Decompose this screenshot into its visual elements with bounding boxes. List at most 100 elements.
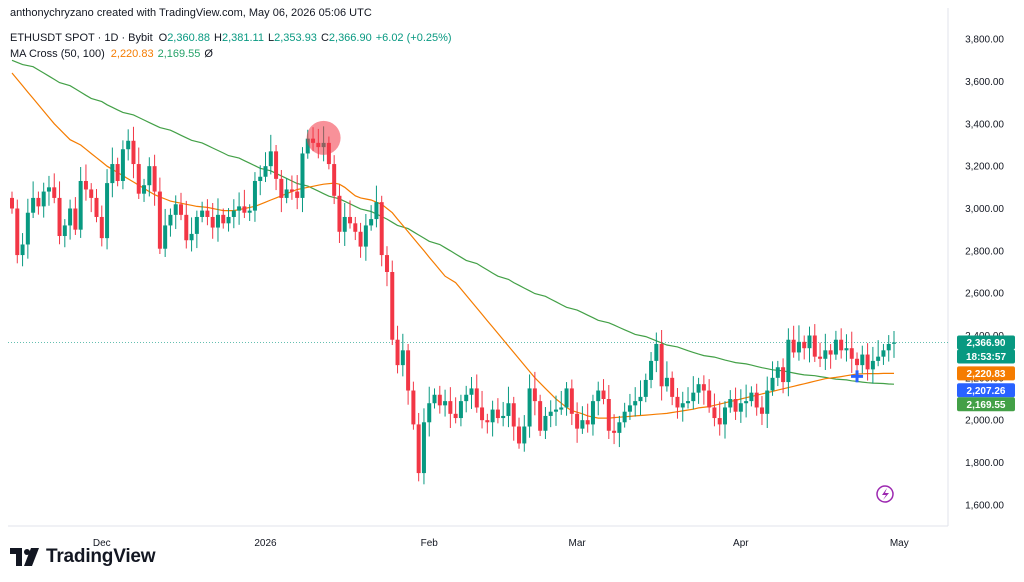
candle: [633, 387, 638, 417]
candle-body: [443, 401, 448, 406]
brand[interactable]: TradingView: [10, 546, 156, 568]
candle: [490, 400, 495, 437]
candle: [421, 408, 426, 485]
candle-body: [136, 164, 141, 194]
candle-body: [421, 422, 426, 474]
indicator-legend-row[interactable]: MA Cross (50, 100) 2,220.83 2,169.55 Ø: [10, 46, 452, 62]
candle: [807, 326, 812, 363]
candle-body: [701, 384, 706, 391]
candle: [10, 191, 14, 214]
ma-slow-line: [11, 59, 895, 385]
countdown-tag-bg: [957, 349, 1015, 364]
time-axis[interactable]: Dec 2026 Feb Mar Apr May: [93, 538, 909, 549]
candle: [506, 386, 511, 428]
candle-body: [670, 377, 675, 397]
candle-body: [580, 420, 585, 429]
candle: [73, 197, 78, 235]
alert-icon-bolt: [882, 488, 889, 500]
candle: [881, 343, 886, 365]
candle-body: [490, 409, 495, 423]
candle: [363, 214, 368, 261]
candle: [247, 204, 252, 221]
candle: [501, 401, 506, 427]
candle-body: [94, 197, 99, 217]
candle: [765, 376, 770, 428]
candle: [754, 383, 759, 416]
countdown-tag-text: 18:53:57: [966, 352, 1006, 363]
candle: [120, 140, 125, 190]
candle: [744, 384, 749, 418]
ma-fast-tag-text: 2,220.83: [967, 369, 1006, 380]
candle: [886, 335, 891, 362]
candle-body: [881, 350, 886, 357]
candle-body: [57, 197, 62, 237]
candle-body: [876, 356, 881, 361]
candle: [532, 371, 537, 416]
candle: [136, 147, 141, 199]
candle: [99, 205, 104, 247]
candle-body: [284, 189, 289, 198]
time-tick-label: May: [890, 538, 909, 549]
candle: [606, 385, 611, 440]
candle: [395, 325, 400, 374]
candle-body: [68, 208, 73, 226]
candle-body: [25, 212, 30, 245]
candle-body: [62, 225, 67, 237]
symbol-legend-row[interactable]: ETHUSDT SPOT · 1D · Bybit O 2,360.88 H 2,3…: [10, 30, 452, 46]
candle-body: [448, 401, 453, 414]
candle-body: [543, 415, 548, 431]
candle-body: [205, 210, 210, 217]
candle: [215, 198, 220, 242]
candle-body: [675, 396, 680, 408]
candle-body: [501, 415, 506, 419]
candle-body: [532, 388, 537, 402]
candle: [469, 376, 474, 409]
price-axis[interactable]: 1,600.001,800.002,000.002,200.002,400.00…: [965, 35, 1004, 512]
candle: [369, 205, 374, 231]
candle: [226, 208, 231, 232]
candle: [580, 406, 585, 434]
candle: [485, 413, 490, 434]
candle: [575, 402, 580, 443]
change-value: +6.02 (+0.25%): [375, 32, 452, 44]
candle: [268, 134, 273, 175]
candle: [643, 373, 648, 403]
candle: [94, 189, 99, 223]
candle: [205, 199, 210, 226]
candle: [770, 361, 775, 396]
candle-body: [46, 187, 51, 192]
candle: [548, 400, 553, 428]
candle-body: [464, 394, 469, 402]
candle-body: [15, 208, 20, 256]
candle-body: [242, 206, 247, 213]
candle: [654, 332, 659, 373]
candle: [839, 328, 844, 359]
candle: [274, 145, 279, 191]
candle-body: [374, 202, 379, 220]
candle: [157, 177, 162, 255]
symbol-label[interactable]: ETHUSDT SPOT · 1D · Bybit: [10, 32, 153, 44]
candle-body: [643, 379, 648, 397]
candle-body: [226, 216, 231, 224]
candle: [437, 385, 442, 414]
candle: [110, 147, 115, 198]
price-tick-label: 2,600.00: [965, 289, 1004, 300]
candle-body: [638, 396, 643, 402]
candle-body: [770, 377, 775, 391]
candle-body: [775, 367, 780, 378]
candle: [142, 178, 147, 202]
candle: [522, 415, 527, 452]
candle: [432, 388, 437, 409]
candle: [406, 343, 411, 405]
candle: [168, 208, 173, 237]
last-price-tag: 2,366.90: [957, 335, 1015, 350]
candle-body: [120, 149, 125, 181]
candle: [200, 201, 205, 223]
indicator-label[interactable]: MA Cross (50, 100): [10, 48, 105, 60]
candle-body: [126, 140, 131, 150]
candle: [179, 192, 184, 221]
candle-body: [215, 214, 220, 228]
candle-body: [200, 210, 205, 217]
candle-body: [279, 178, 284, 198]
